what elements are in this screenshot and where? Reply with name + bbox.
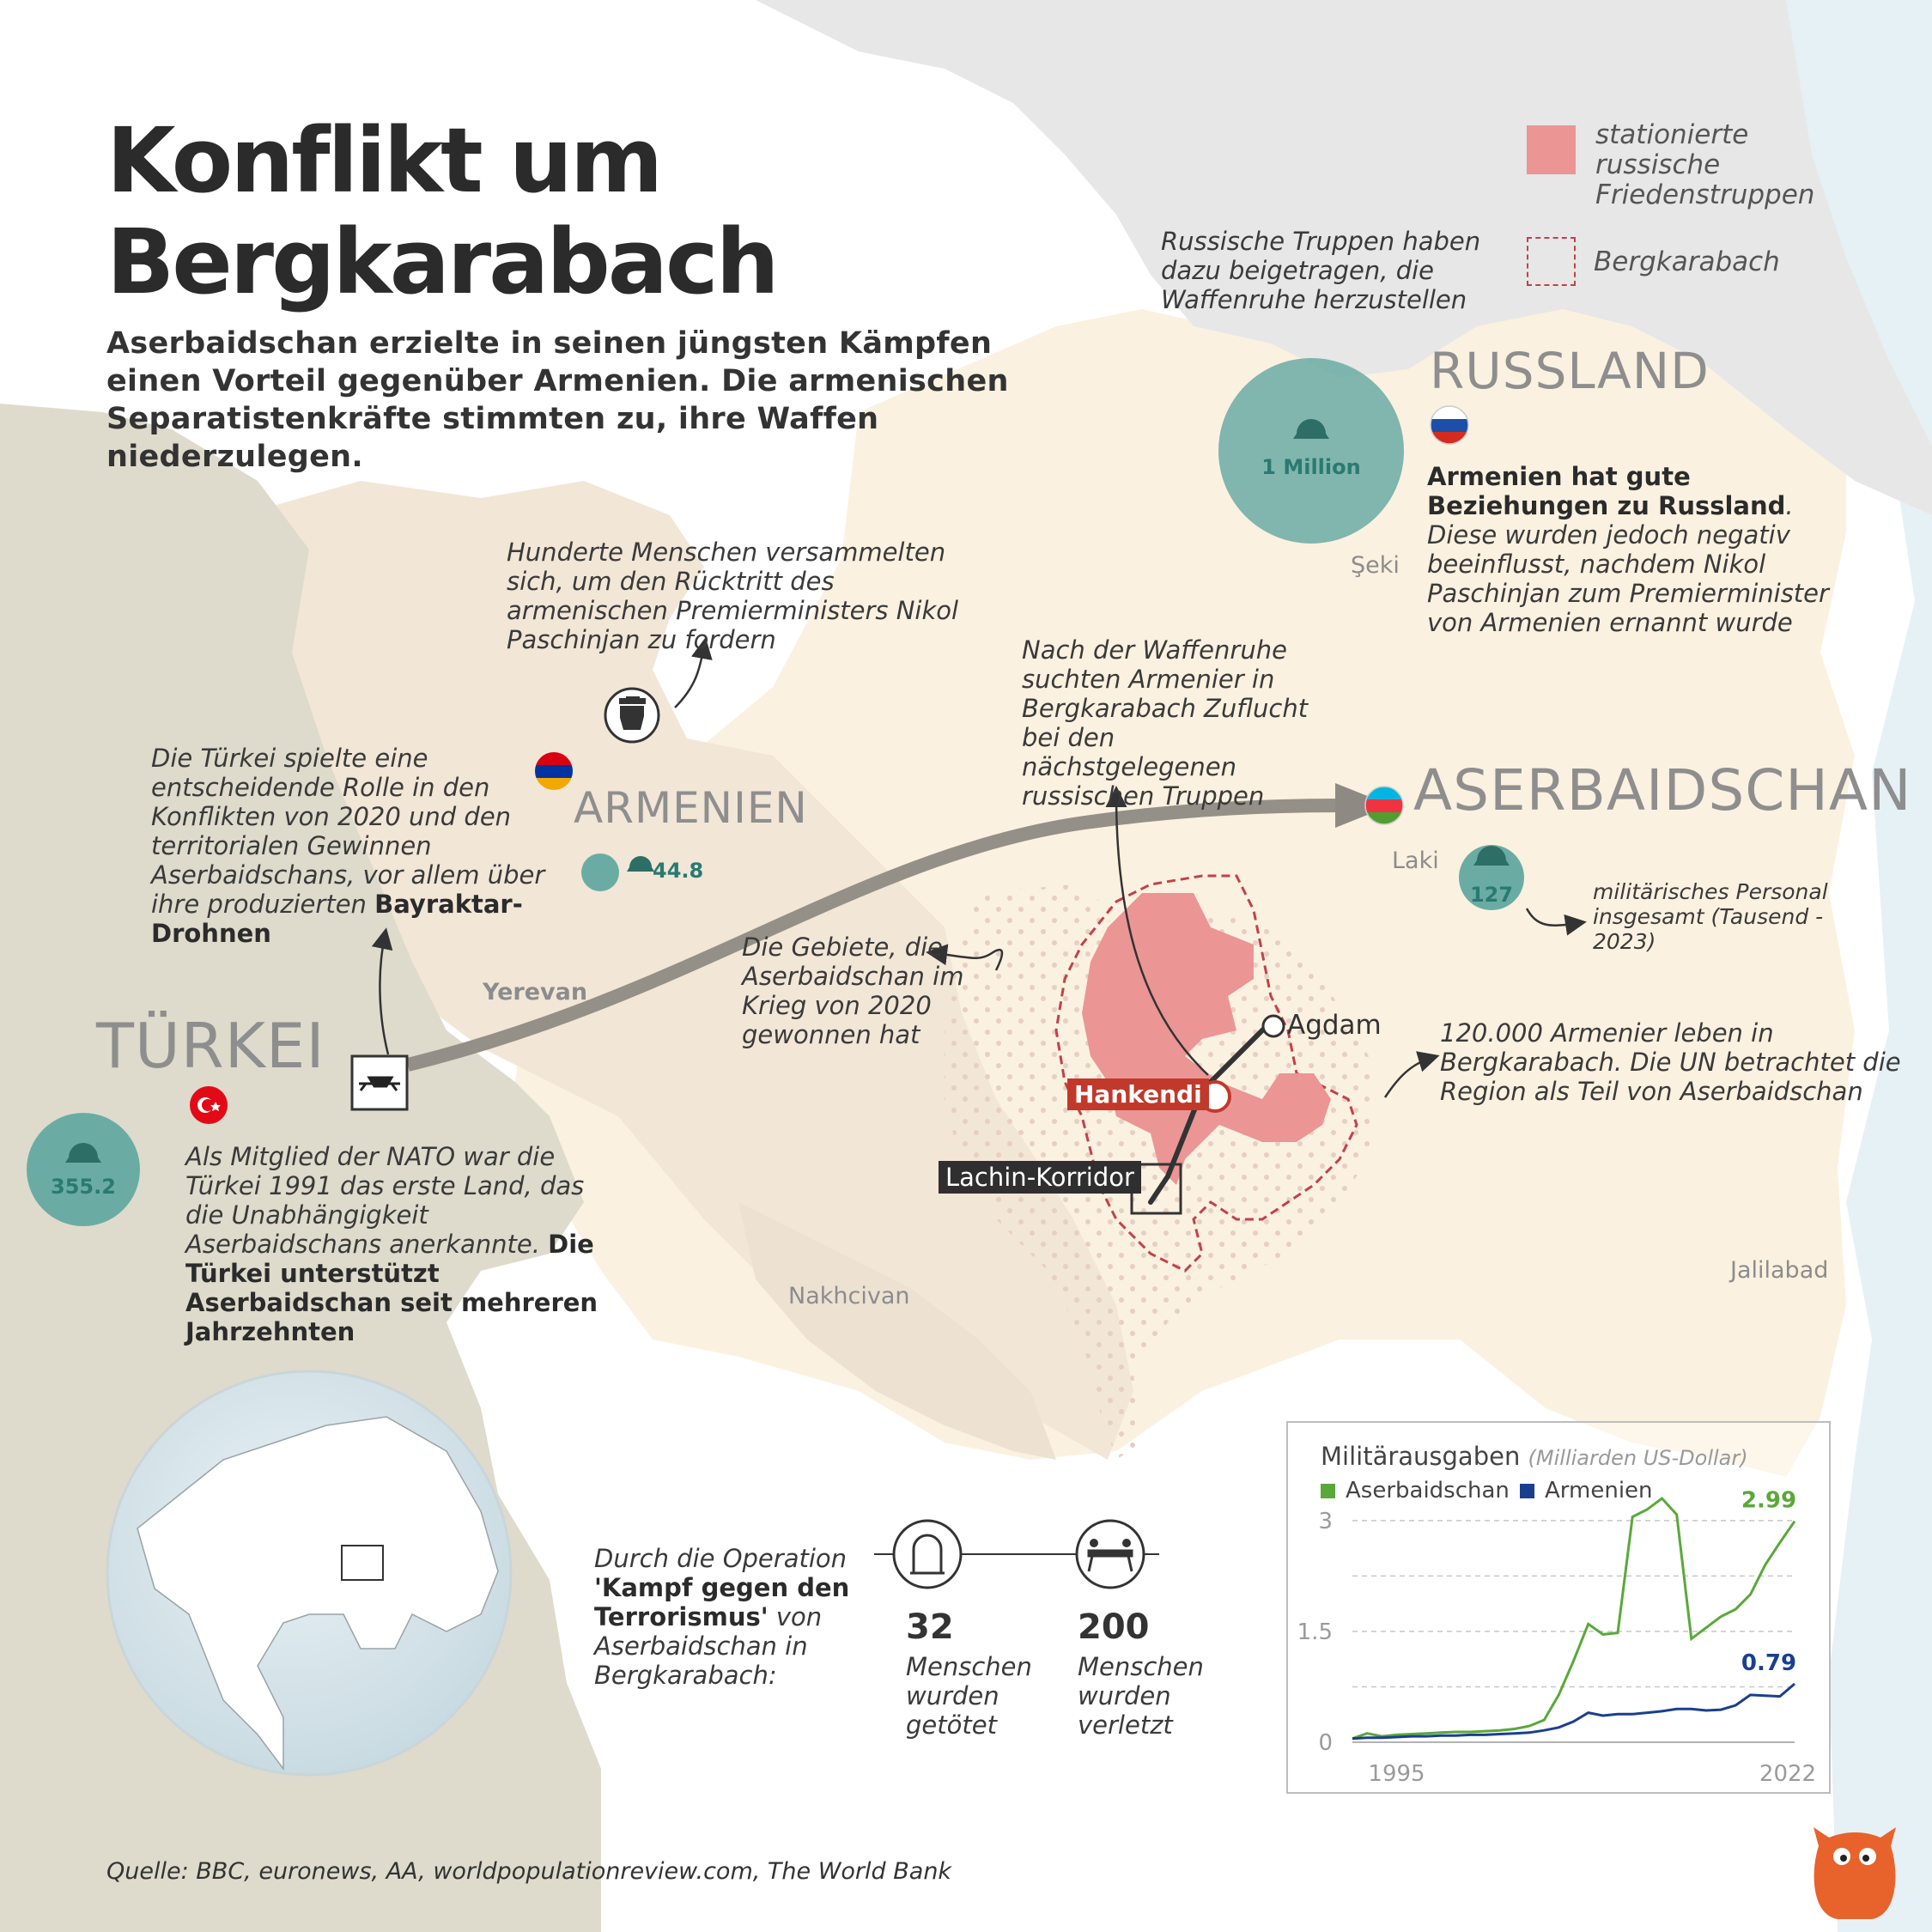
chart-x-tick: 2022 — [1759, 1761, 1816, 1787]
country-turkey: TÜRKEI — [96, 1010, 325, 1082]
title-line-2: Bergkarabach — [106, 210, 780, 314]
city-jalilabad: Jalilabad — [1730, 1257, 1829, 1284]
turkey-military-value: 355.2 — [51, 1175, 116, 1199]
globe-locator-box — [341, 1545, 384, 1581]
legend-peacekeepers-label: stationierte russische Friedenstruppen — [1595, 119, 1815, 210]
armenia-military-value: 44.8 — [653, 859, 704, 883]
note-nato: Als Mitglied der NATO war die Türkei 199… — [185, 1142, 615, 1346]
city-hankendi-label: Hankendi — [1067, 1078, 1209, 1110]
chart-unit: (Milliarden US-Dollar) — [1528, 1446, 1748, 1470]
drone-flow-arrowhead — [1335, 783, 1391, 828]
note-ceasefire: Nach der Waffenruhe suchten Armenier in … — [1022, 635, 1309, 811]
city-agdam: Agdam — [1287, 1010, 1382, 1041]
protest-fist-icon — [604, 687, 660, 744]
city-laki: Laki — [1392, 848, 1439, 874]
operation-intro-pre: Durch die Operation — [594, 1544, 848, 1573]
operation-intro-post: von Aserbaidschan in Bergkarabach: — [594, 1602, 823, 1690]
peacekeepers-area — [1082, 893, 1331, 1185]
russia-military-circle — [1218, 358, 1404, 544]
chart-y-tick: 1.5 — [1297, 1619, 1333, 1645]
note-turkey-role: Die Türkei spielte eine entscheidende Ro… — [151, 744, 598, 948]
country-azerbaijan: ASERBAIDSCHAN — [1413, 757, 1912, 823]
legend-peacekeepers-swatch — [1527, 125, 1576, 174]
note-russia-bold: Armenien hat gute Beziehungen zu Russlan… — [1427, 462, 1786, 520]
note-turkey-role-text: Die Türkei spielte eine entscheidende Ro… — [151, 744, 545, 919]
operation-killed-text: Menschen wurden getötet — [906, 1652, 1032, 1740]
title-line-1: Konflikt um — [106, 108, 663, 213]
operation-intro-bold: 'Kampf gegen den Terrorismus' — [594, 1573, 850, 1631]
lachin-corridor-label: Lachin-Korridor — [939, 1161, 1141, 1194]
military-note: militärisches Personal insgesamt (Tausen… — [1593, 879, 1828, 954]
chart-end-label-armenia: 0.79 — [1741, 1650, 1796, 1676]
operation-intro: Durch die Operation 'Kampf gegen den Terr… — [594, 1544, 852, 1690]
owl-logo-icon — [1814, 1827, 1896, 1919]
russia-flag-icon — [1430, 405, 1469, 445]
note-russia-relations: Armenien hat gute Beziehungen zu Russlan… — [1427, 462, 1839, 637]
russia-military-value: 1 Million — [1261, 455, 1361, 479]
nk-boundary — [1054, 874, 1358, 1273]
chart-title-row: Militärausgaben (Milliarden US-Dollar) — [1321, 1442, 1748, 1471]
operation-injured-number: 200 — [1078, 1607, 1150, 1647]
legend-azerbaijan-swatch — [1321, 1484, 1335, 1498]
russia-land — [756, 0, 1932, 515]
city-yerevan: Yerevan — [483, 979, 588, 1005]
chart-end-label-azerbaijan: 2.99 — [1741, 1488, 1796, 1514]
drone-icon — [350, 1054, 409, 1111]
chart-legend-armenia: Armenien — [1520, 1478, 1653, 1504]
note-russia-rest: . Diese wurden jedoch negativ beeinfluss… — [1427, 491, 1829, 637]
source-note: Quelle: BBC, euronews, AA, worldpopulati… — [106, 1858, 952, 1885]
chart-title: Militärausgaben — [1321, 1442, 1521, 1471]
country-armenia: ARMENIEN — [574, 783, 808, 833]
azerbaijan-military-circle — [1459, 845, 1524, 910]
caspian-sea — [1786, 0, 1932, 1932]
legend-azerbaijan-label: Aserbaidschan — [1346, 1478, 1510, 1504]
drone-flow-arrow — [406, 799, 1340, 1072]
note-nato-bold: Die Türkei unterstützt Aserbaidschan sei… — [185, 1230, 598, 1346]
agdam-marker — [1261, 1014, 1285, 1038]
globe-continents — [137, 1416, 499, 1771]
armenia-military-circle — [581, 854, 619, 891]
nakhchivan-land — [738, 1202, 1056, 1460]
city-seki: Şeki — [1351, 552, 1400, 579]
helmet-icon — [65, 419, 1510, 1163]
legend-armenia-label: Armenien — [1545, 1478, 1653, 1504]
page-subtitle: Aserbaidschan erzielte in seinen jüngste… — [106, 326, 1009, 474]
legend-nk-label: Bergkarabach — [1594, 246, 1780, 277]
callout-arrows — [371, 637, 1587, 1098]
note-protest: Hunderte Menschen versammelten sich, um … — [507, 538, 959, 654]
legend-nk-swatch — [1527, 237, 1576, 286]
note-areas-2020: Die Gebiete, die Aserbaidschan im Krieg … — [742, 933, 964, 1049]
chart-series-line-azerbaijan — [1352, 1496, 1796, 1741]
azerbaijan-flag-icon — [1364, 786, 1404, 825]
operation-injured-text: Menschen wurden verletzt — [1078, 1652, 1204, 1740]
turkey-military-circle — [27, 1113, 140, 1226]
chart-y-tick: 0 — [1318, 1730, 1333, 1756]
operation-icons — [874, 1519, 1159, 1589]
operation-killed-number: 32 — [906, 1607, 954, 1647]
chart-y-tick: 3 — [1318, 1509, 1333, 1534]
chart-series-line-armenia — [1352, 1682, 1795, 1741]
chart-plot: 0 1.5 3 1995 2022 2.99 0.79 — [1297, 1488, 1816, 1787]
note-russian-troops: Russische Truppen haben dazu beigetragen… — [1161, 227, 1481, 314]
chart-x-tick: 1995 — [1368, 1761, 1425, 1787]
country-russia: RUSSLAND — [1430, 342, 1710, 400]
azerbaijan-military-value: 127 — [1469, 883, 1514, 907]
chart-legend-azerbaijan: Aserbaidschan — [1321, 1478, 1510, 1504]
turkey-flag-icon — [190, 1086, 228, 1124]
armenia-flag-icon — [535, 752, 573, 790]
page-title: Konflikt um Bergkarabach — [106, 108, 780, 314]
note-nato-text: Als Mitglied der NATO war die Türkei 199… — [185, 1142, 585, 1259]
military-spending-chart: Militärausgaben (Milliarden US-Dollar) A… — [1286, 1421, 1831, 1794]
note-turkey-role-bold: Bayraktar-Drohnen — [151, 890, 523, 948]
legend-armenia-swatch — [1520, 1484, 1534, 1498]
note-armenians: 120.000 Armenier leben in Bergkarabach. … — [1440, 1018, 1901, 1106]
city-nakhchivan: Nakhcivan — [788, 1283, 910, 1309]
